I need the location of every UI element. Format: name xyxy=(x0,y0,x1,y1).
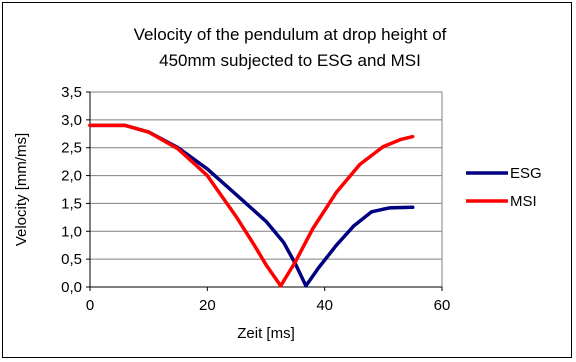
gridlines xyxy=(90,91,442,260)
y-tick-label: 1,0 xyxy=(61,223,82,240)
y-tick-label: 0,5 xyxy=(61,251,82,268)
x-tick-label: 20 xyxy=(199,297,216,314)
y-tick-label: 3,5 xyxy=(61,84,82,101)
y-tick-label: 2,0 xyxy=(61,168,82,185)
y-tick-label: 1,5 xyxy=(61,195,82,212)
y-axis-ticks: 0,0 0,5 1,0 1,5 2,0 2,5 3,0 3,5 xyxy=(61,84,90,296)
chart-title-line-1: Velocity of the pendulum at drop height … xyxy=(134,25,447,44)
x-tick-label: 40 xyxy=(316,297,333,314)
x-axis-label: Zeit [ms] xyxy=(237,325,295,342)
y-axis-label: Velocity [mm/ms] xyxy=(13,133,30,246)
x-tick-label: 60 xyxy=(434,297,451,314)
series-line-msi xyxy=(88,123,415,288)
chart-title-line-2: 450mm subjected to ESG and MSI xyxy=(159,51,421,70)
series-lines xyxy=(88,123,415,288)
y-tick-label: 0,0 xyxy=(61,279,82,296)
y-tick-label: 3,0 xyxy=(61,112,82,129)
chart-title: Velocity of the pendulum at drop height … xyxy=(134,25,447,70)
y-tick-label: 2,5 xyxy=(61,140,82,157)
legend: ESG MSI xyxy=(466,165,542,210)
legend-label-esg: ESG xyxy=(510,165,542,182)
x-axis-ticks: 0 20 40 60 xyxy=(86,287,451,314)
plot-area xyxy=(89,91,443,288)
x-tick-label: 0 xyxy=(86,297,94,314)
legend-label-msi: MSI xyxy=(510,193,537,210)
